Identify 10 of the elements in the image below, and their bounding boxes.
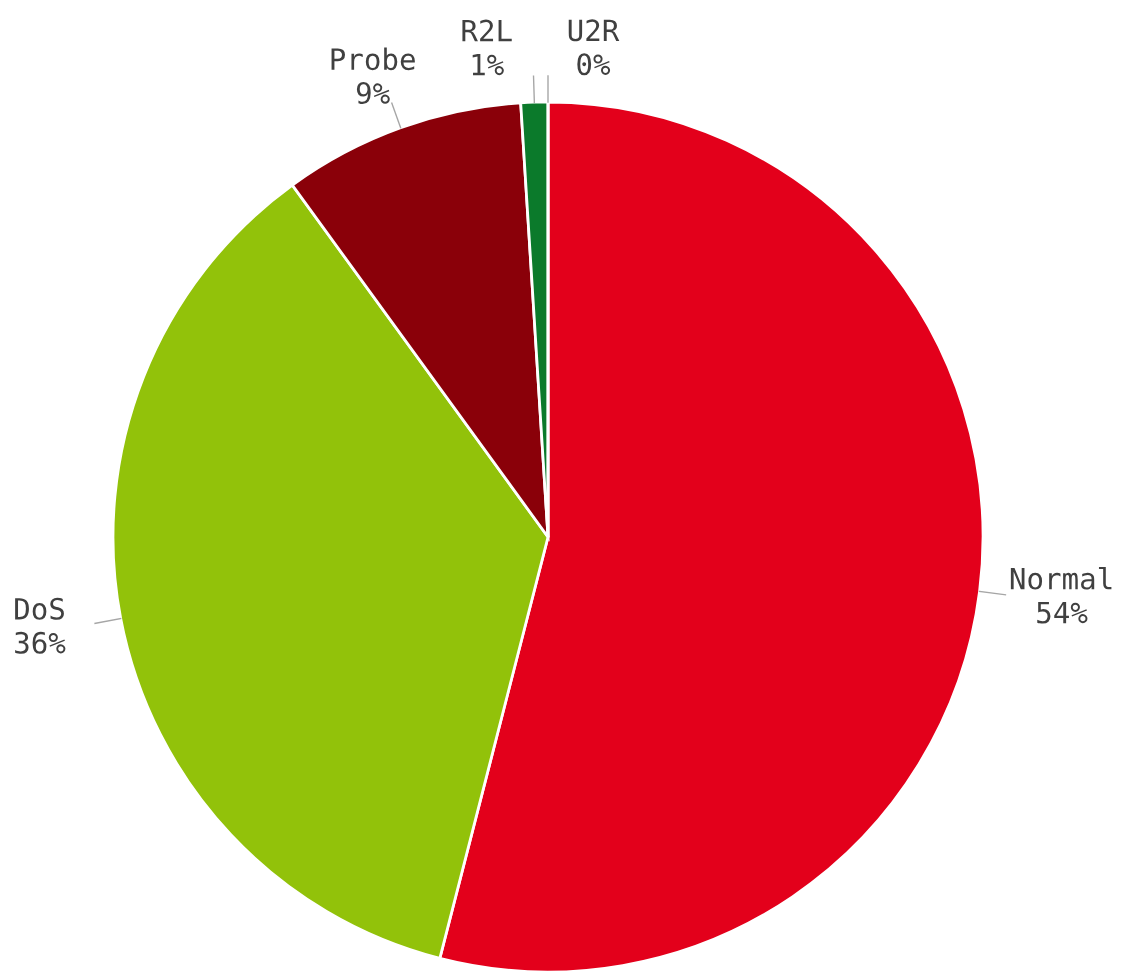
slice-label: Probe — [331, 47, 415, 71]
text: 0% — [577, 53, 611, 76]
data-label: 36% — [15, 631, 66, 654]
slice-label: DoS — [15, 597, 64, 620]
category-label: U2R — [568, 19, 620, 42]
data-label: 9% — [356, 82, 390, 105]
slice-label: Normal — [1010, 566, 1112, 590]
slice-label: R2L — [462, 19, 512, 42]
data-label: 54% — [1037, 601, 1088, 624]
data-label: 1% — [472, 53, 504, 76]
